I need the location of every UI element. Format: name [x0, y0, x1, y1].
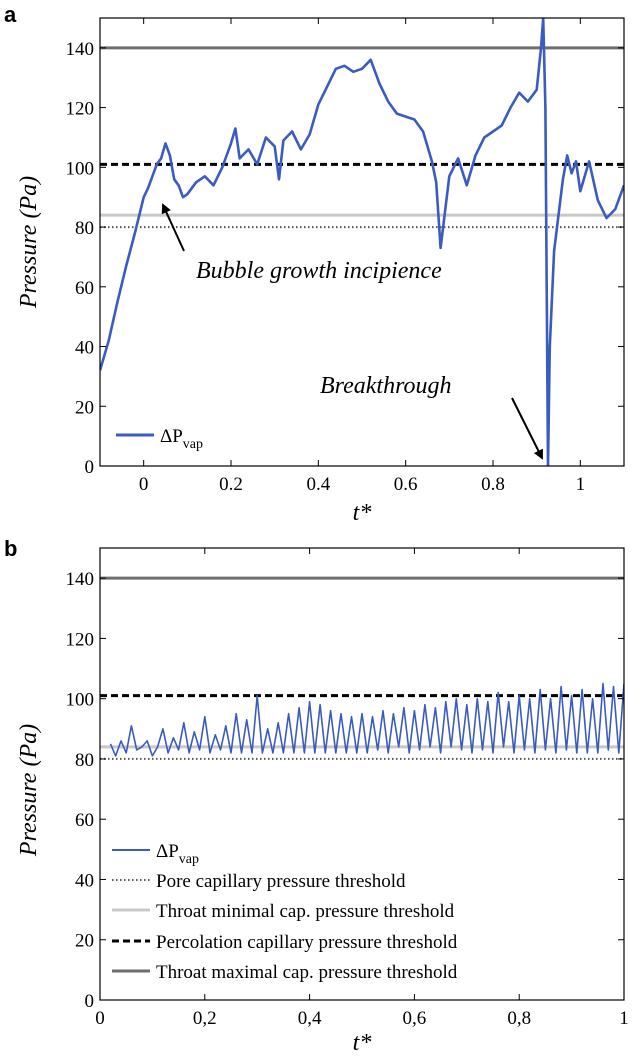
incipience-annotation: Bubble growth incipience — [196, 258, 442, 284]
panel-a-y-tick-label: 140 — [66, 39, 95, 60]
panel-a-y-tick-label: 40 — [75, 338, 94, 359]
panel-b-series-line — [109, 682, 624, 757]
panel-b-y-tick-label: 80 — [75, 750, 94, 771]
panel-b-y-tick-label: 60 — [75, 810, 94, 831]
panel-b-label: b — [4, 536, 17, 561]
panel-a-x-tick-label: 0.8 — [481, 474, 505, 495]
panel-b: b 0 0,2 0,4 0,6 0,8 1 0 20 40 60 80 100 120 140 Press… — [4, 536, 629, 1056]
breakthrough-arrow — [511, 397, 543, 460]
panel-a-x-axis-label: t* — [353, 500, 372, 526]
panel-a-y-tick-label: 100 — [66, 158, 95, 179]
legend-label-pore: Pore capillary pressure threshold — [156, 871, 406, 892]
panel-b-plot-frame — [99, 547, 625, 1001]
panel-a-y-tick-label: 60 — [75, 278, 94, 299]
legend-label-throat-min: Throat minimal cap. pressure threshold — [156, 901, 455, 922]
panel-b-y-tick-label: 140 — [66, 569, 95, 590]
panel-a: a 0 0.2 0.4 0.6 0.8 1 0 20 40 60 80 100 120 140 Press… — [4, 2, 625, 526]
panel-a-series-group — [100, 18, 624, 466]
legend-label-throat-max: Throat maximal cap. pressure threshold — [156, 962, 458, 983]
panel-a-y-tick-label: 0 — [85, 457, 95, 478]
panel-b-legend: ΔPvap Pore capillary pressure threshold … — [112, 841, 458, 983]
panel-a-x-tick-label: 0 — [139, 474, 149, 495]
panel-b-y-tick-label: 40 — [75, 870, 94, 891]
panel-b-series-group — [109, 682, 624, 757]
legend-label-percolation: Percolation capillary pressure threshold — [156, 932, 458, 953]
panel-b-x-axis-label: t* — [353, 1030, 372, 1056]
panel-b-y-tick-label: 120 — [66, 629, 95, 650]
panel-a-y-tick-label: 120 — [66, 99, 95, 120]
panel-a-y-tick-label: 80 — [75, 218, 94, 239]
panel-a-ticks: 0 0.2 0.4 0.6 0.8 1 0 20 40 60 80 100 120 140 — [66, 18, 624, 495]
panel-b-x-tick-label: 0 — [95, 1008, 105, 1029]
panel-a-series-line — [100, 18, 624, 466]
panel-a-x-tick-label: 0.2 — [219, 474, 243, 495]
legend-label-dp-vap: ΔPvap — [156, 841, 199, 867]
panel-a-threshold-lines — [100, 46, 624, 229]
panel-a-x-tick-label: 0.6 — [394, 474, 418, 495]
panel-b-x-tick-label: 1 — [619, 1008, 629, 1029]
panel-a-y-tick-label: 20 — [75, 397, 94, 418]
panel-b-x-tick-label: 0,6 — [403, 1008, 427, 1029]
panel-a-plot-frame — [99, 17, 625, 467]
panel-b-y-tick-label: 20 — [75, 931, 94, 952]
panel-a-legend-label: ΔPvap — [160, 426, 203, 452]
incipience-arrow — [161, 203, 185, 252]
panel-b-threshold-lines — [100, 576, 624, 760]
panel-a-label: a — [4, 2, 17, 27]
panel-a-x-tick-label: 0.4 — [306, 474, 330, 495]
panel-b-x-tick-label: 0,8 — [507, 1008, 531, 1029]
panel-a-y-axis-label: Pressure (Pa) — [16, 176, 42, 309]
panel-b-ticks: 0 0,2 0,4 0,6 0,8 1 0 20 40 60 80 100 120 140 — [66, 548, 629, 1029]
panel-a-legend: ΔPvap — [116, 426, 203, 452]
panel-b-y-axis-label: Pressure (Pa) — [16, 724, 42, 857]
panel-b-x-tick-label: 0,4 — [298, 1008, 322, 1029]
panel-a-x-tick-label: 1 — [576, 474, 586, 495]
panel-b-x-tick-label: 0,2 — [193, 1008, 217, 1029]
panel-b-y-tick-label: 100 — [66, 690, 95, 711]
breakthrough-annotation: Breakthrough — [320, 373, 452, 399]
panel-b-y-tick-label: 0 — [85, 991, 95, 1012]
